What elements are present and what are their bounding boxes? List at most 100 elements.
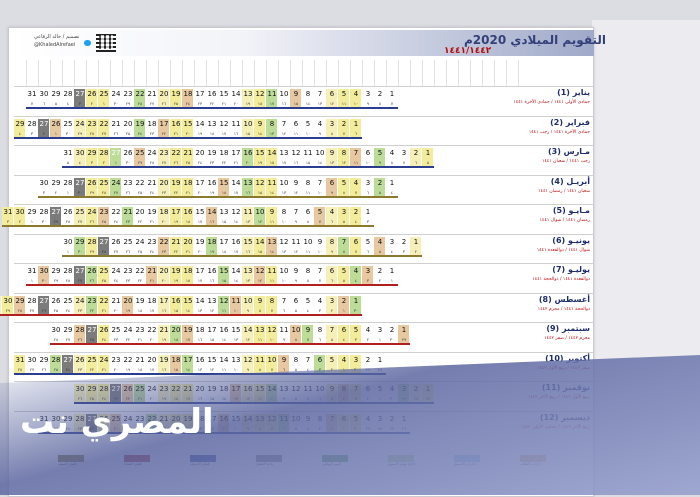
gregorian-day: 14: [255, 237, 265, 246]
hijri-day: ٢٥: [137, 189, 143, 195]
hijri-day: ٤: [342, 337, 346, 342]
gregorian-day: 21: [111, 296, 121, 305]
weekday-header: [26, 60, 39, 86]
gregorian-day: 26: [51, 119, 61, 128]
hijri-day: ٢٤: [149, 189, 155, 195]
day-cell: 31 ٧: [26, 89, 38, 108]
gregorian-day: 29: [63, 326, 73, 334]
gregorian-day: 27: [75, 178, 85, 187]
hijri-day: ١٢: [341, 160, 347, 165]
weekday-header: [98, 60, 111, 86]
hijri-day: ٢٨: [17, 366, 23, 372]
hijri-day: ١: [54, 130, 58, 136]
hijri-day: ٢: [18, 219, 22, 224]
day-cell: 21 ٢٤: [146, 177, 158, 197]
hijri-day: ١٩: [257, 160, 263, 165]
gregorian-day: 1: [365, 208, 371, 216]
gregorian-day: 27: [75, 267, 85, 275]
gregorian-day: 29: [15, 296, 25, 305]
weekday-header: [398, 60, 411, 86]
season-line: [2, 225, 374, 227]
gregorian-day: 1: [377, 355, 383, 364]
day-cell: 19 ٢٠: [194, 236, 206, 256]
day-cell: 4 ١٠: [350, 89, 362, 108]
day-cell: 20 ٢٥: [122, 118, 134, 138]
day-cell: 31 ٢٨: [14, 354, 26, 374]
hijri-day: ٢٦: [89, 219, 95, 224]
gregorian-day: 1: [413, 237, 419, 246]
day-cell: 23 ٢٣: [122, 266, 134, 285]
gregorian-day: 17: [195, 178, 205, 187]
hijri-day: ١٣: [269, 130, 275, 136]
weekday-header: [410, 60, 423, 86]
hijri-day: ٧: [402, 160, 406, 165]
gregorian-day: 11: [231, 296, 241, 305]
day-cell: 9 ١٥: [290, 89, 302, 108]
day-cell: 22 ٢٦: [170, 148, 182, 167]
gregorian-day: 10: [279, 90, 289, 98]
hijri-day: ١٠: [317, 189, 323, 195]
day-cell: 13 ١٤: [266, 236, 278, 256]
gregorian-day: 8: [281, 208, 287, 216]
gregorian-day: 17: [171, 208, 181, 216]
hijri-day: ٨: [258, 366, 262, 372]
gregorian-day: 26: [87, 90, 97, 98]
hijri-day: ٢٣: [125, 219, 131, 224]
gregorian-day: 2: [353, 208, 359, 216]
gregorian-day: 3: [329, 119, 335, 128]
day-cell: 15 ١٢: [206, 354, 218, 374]
day-cell: 20 ٢٤: [194, 148, 206, 167]
gregorian-day: 6: [341, 326, 347, 334]
gregorian-day: 12: [219, 119, 229, 128]
gregorian-day: 8: [293, 355, 299, 364]
gregorian-day: 22: [147, 326, 157, 334]
gregorian-day: 21: [147, 178, 157, 187]
hijri-day: ١٨: [269, 160, 275, 165]
hijri-day: ١٥: [209, 337, 215, 342]
hijri-day: ٣٠: [41, 219, 47, 224]
day-cell: 19 ٢٣: [206, 148, 218, 167]
gregorian-day: 14: [243, 326, 253, 334]
day-cell: 24 ٢٢: [122, 325, 134, 344]
hijri-day: ١٩: [209, 248, 215, 254]
weekday-header: [158, 60, 171, 86]
gregorian-day: 7: [341, 237, 347, 246]
gregorian-day: 8: [305, 90, 311, 98]
gregorian-day: 7: [353, 149, 359, 157]
day-cell: 27 ٢٥: [86, 325, 98, 344]
hijri-day: ١٧: [233, 248, 239, 254]
hijri-day: ١: [114, 160, 118, 165]
day-cell: 30 ٤: [74, 148, 86, 167]
day-cell: 29 ٢٧: [62, 325, 74, 344]
hijri-day: ١٤: [233, 278, 239, 283]
day-cell: 28 ٢٨: [62, 266, 74, 285]
day-cell: 11 ١٥: [302, 148, 314, 167]
gregorian-day: 8: [305, 267, 311, 275]
gregorian-day: 23: [123, 178, 133, 187]
gregorian-day: 17: [195, 267, 205, 275]
hijri-day: ١٠: [233, 366, 239, 372]
day-cell: 8 ١٤: [302, 89, 314, 108]
day-cell: 31 ٥: [62, 148, 74, 167]
page-title: التقويم الميلادي 2020م: [464, 33, 606, 47]
hijri-day: ٣: [78, 101, 82, 106]
hijri-day: ٨: [306, 278, 310, 283]
day-cell: 26 ٣٠: [122, 148, 134, 167]
gregorian-day: 5: [353, 326, 359, 334]
gregorian-day: 24: [111, 90, 121, 98]
day-cell: 26 ١: [50, 118, 62, 138]
day-cell: 19 ١٨: [134, 295, 146, 315]
day-cell: 10 ١٤: [314, 148, 326, 167]
gregorian-day: 6: [365, 149, 371, 157]
day-cell: 26 ٢٧: [110, 236, 122, 256]
weekday-header: [458, 60, 471, 86]
gregorian-day: 3: [329, 296, 335, 305]
gregorian-day: 20: [123, 296, 133, 305]
hijri-day: ٣: [366, 219, 370, 224]
month-row: 1 ٦ 2 ٧ 3 ٨ 4 ٩ 5 ١٠ 6 ١١ 7 ١٢ 8 ١٣ 9 ١٤ 10 ١٥ 11 ١٦ 12 ١٧ 13 ١٨ 1…: [14, 115, 594, 145]
day-cell: 27 ٢٦: [38, 295, 50, 315]
